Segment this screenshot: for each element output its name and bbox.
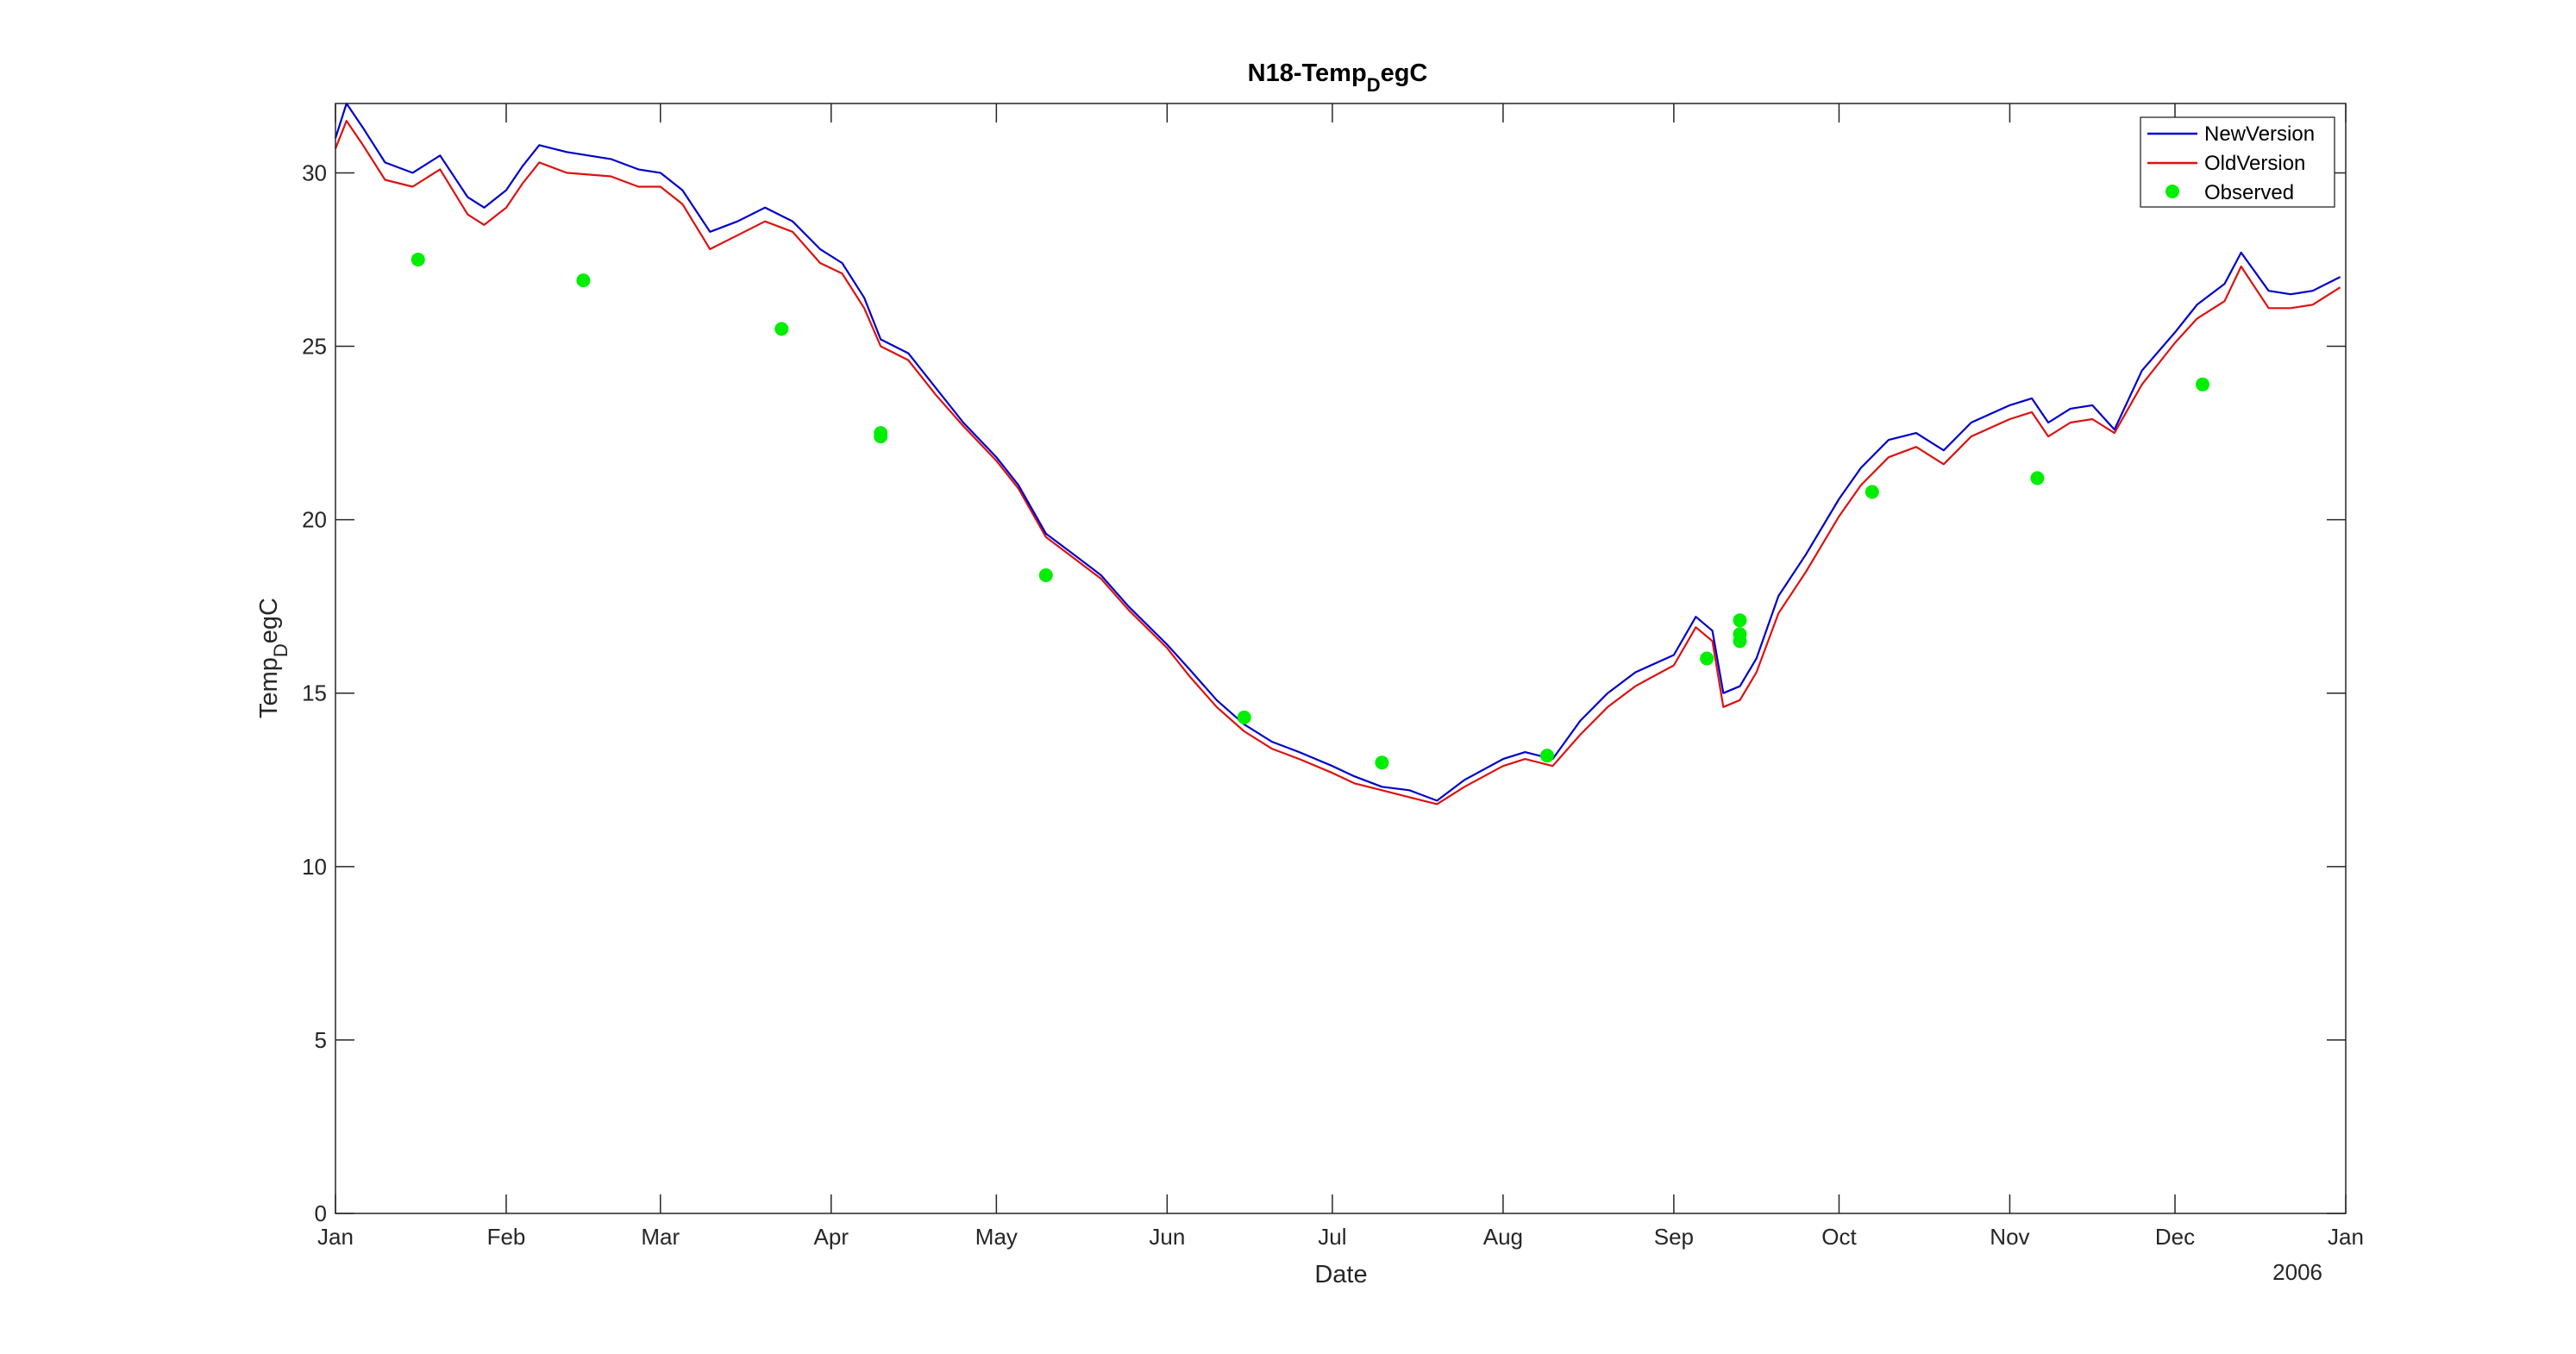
x-tick-label: Apr	[814, 1224, 849, 1250]
x-tick-label: Jan	[2328, 1224, 2364, 1250]
y-tick-label: 10	[302, 854, 327, 880]
y-tick-label: 5	[315, 1027, 327, 1053]
y-axis-label: TempDegC	[255, 598, 291, 718]
chart-title: N18-TempDegC	[1248, 60, 1428, 96]
x-tick-label: Feb	[487, 1224, 526, 1250]
y-tick-label: 20	[302, 507, 327, 533]
y-tick-label: 30	[302, 160, 327, 185]
observed-point	[874, 429, 888, 444]
series-line-oldversion	[334, 120, 2341, 806]
plot-area	[335, 103, 2346, 1213]
x-tick-label: Mar	[641, 1224, 680, 1250]
year-label: 2006	[2272, 1259, 2322, 1285]
legend-label-observed: Observed	[2204, 181, 2294, 204]
y-tick-label: 0	[315, 1200, 327, 1226]
x-tick-label: Oct	[1821, 1224, 1857, 1250]
observed-point	[1700, 651, 1714, 666]
observed-point	[1038, 568, 1053, 582]
observed-point	[1540, 749, 1554, 763]
y-tick-label: 15	[302, 680, 327, 706]
observed-point	[1375, 755, 1389, 770]
x-tick-label: Sep	[1654, 1224, 1694, 1250]
x-axis-label: Date	[1314, 1261, 1367, 1288]
legend-label-newversion: NewVersion	[2204, 122, 2315, 146]
observed-point	[774, 322, 789, 336]
x-tick-label: Aug	[1483, 1224, 1523, 1250]
x-tick-label: Dec	[2155, 1224, 2195, 1250]
series-layer	[334, 102, 2341, 806]
x-tick-label: Jul	[1318, 1224, 1346, 1250]
observed-point	[411, 253, 425, 266]
legend-label-oldversion: OldVersion	[2204, 152, 2305, 175]
observed-point	[1733, 634, 1747, 649]
observed-point	[1733, 613, 1747, 628]
x-tick-label: Nov	[1990, 1224, 2029, 1250]
observed-point	[2030, 471, 2045, 486]
observed-point	[2196, 377, 2209, 392]
observed-point	[576, 273, 591, 288]
ticks-layer: 0 5 10 15 20 25 30 Jan Feb Mar Apr May Jun Jul Aug Sep O…	[302, 103, 2364, 1250]
y-axis-label-group: TempDegC	[255, 598, 291, 718]
observed-point	[1865, 485, 1879, 499]
series-line-newversion	[334, 102, 2341, 802]
x-tick-label: Jan	[317, 1224, 354, 1250]
y-tick-label: 25	[302, 334, 327, 360]
observed-point	[1237, 710, 1251, 724]
legend: NewVersion OldVersion Observed	[2140, 116, 2335, 208]
legend-swatch-observed	[2165, 185, 2179, 198]
axes-box	[335, 103, 2347, 1214]
x-tick-label: Jun	[1149, 1224, 1185, 1250]
x-tick-label: May	[975, 1224, 1018, 1250]
